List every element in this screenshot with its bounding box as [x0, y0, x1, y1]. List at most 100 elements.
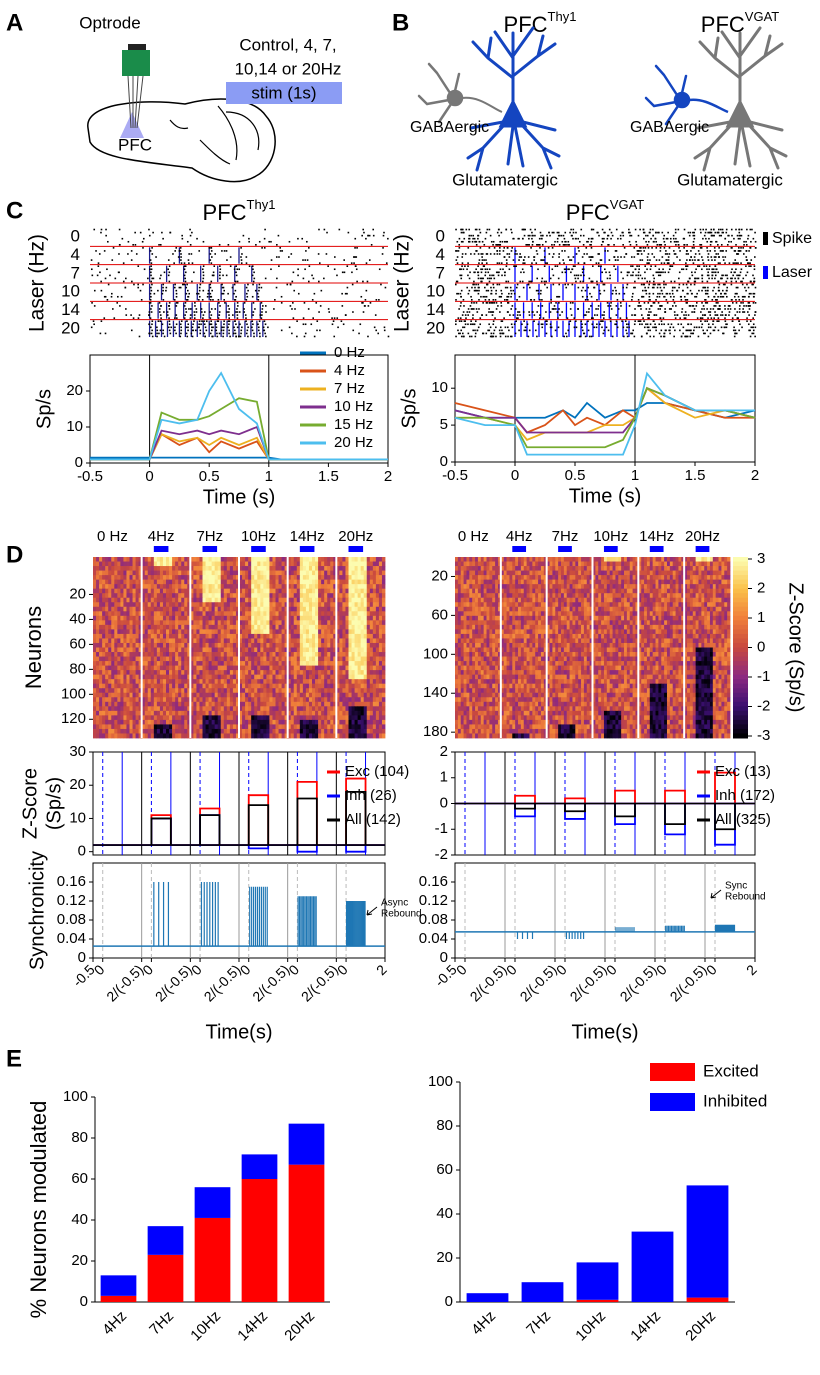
- spike: [687, 280, 689, 283]
- spike: [234, 320, 236, 322]
- spike: [555, 302, 557, 304]
- heat-cell: [93, 593, 97, 599]
- heat-cell: [150, 611, 155, 617]
- spike: [714, 314, 717, 316]
- heat-cell: [223, 692, 228, 698]
- heat-cell: [181, 606, 185, 612]
- heat-cell: [93, 661, 97, 666]
- spike: [289, 283, 292, 286]
- heat-cell: [229, 606, 234, 612]
- spike: [361, 234, 363, 237]
- spike: [346, 265, 349, 267]
- heat-cell: [138, 633, 143, 639]
- heat-cell: [138, 602, 143, 608]
- heat-cell: [105, 584, 109, 590]
- spike: [508, 292, 510, 295]
- spike: [569, 302, 572, 304]
- heat-cell: [147, 701, 152, 707]
- spike: [467, 262, 469, 264]
- spike: [570, 259, 573, 261]
- heat-cell: [181, 602, 185, 608]
- heat-cell: [205, 706, 209, 712]
- heat-cell: [242, 624, 246, 630]
- heat-cell: [105, 561, 109, 567]
- spike: [752, 326, 754, 329]
- heat-cell: [226, 597, 231, 603]
- heat-cell: [114, 561, 118, 567]
- heat-cell: [220, 647, 225, 653]
- heat-cell: [281, 570, 286, 576]
- spike: [614, 323, 616, 326]
- spike: [498, 295, 501, 298]
- spike: [93, 323, 95, 326]
- heat-cell: [211, 697, 216, 703]
- spike: [659, 271, 662, 274]
- spike: [367, 234, 369, 237]
- spike: [463, 326, 466, 329]
- spike: [197, 292, 200, 295]
- spike: [734, 262, 736, 264]
- heat-cell: [169, 674, 173, 680]
- heat-cell: [96, 633, 100, 639]
- spike: [626, 283, 629, 286]
- spike: [275, 256, 278, 258]
- heat-cell: [214, 688, 219, 694]
- heat-cell: [159, 683, 164, 689]
- heat-cell: [153, 647, 158, 653]
- heat-cell: [199, 728, 203, 734]
- heat-cell: [254, 570, 258, 576]
- spike: [482, 265, 485, 267]
- heat-cell: [220, 606, 225, 612]
- spike: [554, 265, 557, 267]
- heat-cell: [187, 588, 191, 594]
- heat-cell: [202, 656, 206, 662]
- heat-cell: [248, 615, 252, 621]
- heat-cell: [199, 638, 203, 644]
- heat-cell: [138, 606, 143, 612]
- heat-cell: [126, 615, 130, 621]
- heat-cell: [117, 683, 121, 689]
- heat-cell: [226, 606, 231, 612]
- spike: [481, 256, 483, 258]
- heat-cell: [275, 570, 279, 576]
- heat-cell: [93, 638, 97, 644]
- spike: [498, 253, 501, 255]
- spike: [660, 329, 663, 332]
- spike: [481, 262, 483, 264]
- spike: [581, 323, 583, 326]
- heat-cell: [141, 701, 146, 707]
- heat-cell: [193, 715, 197, 721]
- heat-cell: [178, 656, 182, 662]
- spike: [165, 286, 168, 289]
- spike: [720, 314, 722, 316]
- heat-cell: [162, 692, 167, 698]
- spike: [645, 240, 647, 243]
- spike: [488, 329, 491, 332]
- spike: [754, 231, 756, 234]
- heat-cell: [202, 692, 206, 698]
- heat-cell: [123, 593, 127, 599]
- heat-cell: [153, 611, 158, 617]
- heat-cell: [144, 652, 149, 657]
- spike: [511, 231, 513, 234]
- heat-cell: [147, 629, 152, 635]
- heat-cell: [108, 620, 112, 626]
- spike: [362, 302, 364, 304]
- heat-cell: [223, 557, 228, 562]
- heat-cell: [144, 656, 149, 662]
- spike: [754, 302, 757, 304]
- heat-cell: [108, 629, 112, 635]
- heat-cell: [93, 606, 97, 612]
- spike: [732, 329, 735, 332]
- spike: [218, 332, 221, 335]
- spike: [736, 274, 738, 277]
- heat-cell: [93, 584, 97, 590]
- spike: [264, 305, 267, 307]
- spike: [648, 295, 651, 298]
- spike: [359, 323, 362, 326]
- heat-cell: [242, 588, 246, 594]
- heat-cell: [245, 561, 249, 567]
- heat-cell: [263, 575, 267, 581]
- spike: [510, 335, 513, 338]
- heat-cell: [141, 670, 146, 676]
